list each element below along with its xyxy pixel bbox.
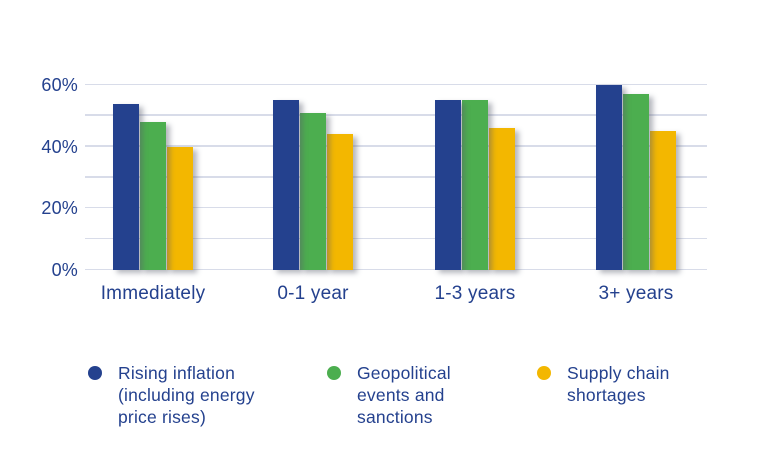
bar-group xyxy=(596,85,677,270)
legend-item: Geopolitical events and sanctions xyxy=(327,362,451,428)
y-tick-label: 40% xyxy=(41,136,78,157)
legend-label: Rising inflation (including energy price… xyxy=(118,363,255,427)
y-tick-label: 20% xyxy=(41,198,78,219)
bar-group xyxy=(113,85,194,270)
bar-group xyxy=(435,85,516,270)
bar-supply-chain xyxy=(327,134,353,270)
gridline xyxy=(85,114,707,116)
x-tick-label: 3+ years xyxy=(598,283,674,304)
x-tick-label: 0-1 year xyxy=(277,283,349,304)
gridline xyxy=(85,83,707,85)
y-tick-label: 60% xyxy=(41,75,78,95)
legend-label: Geopolitical events and sanctions xyxy=(357,363,451,427)
gridline xyxy=(85,176,707,178)
legend-item: Supply chain shortages xyxy=(537,362,670,406)
bar-geopolitical-events xyxy=(462,100,488,270)
gridline xyxy=(85,268,707,270)
bar-supply-chain xyxy=(167,146,193,270)
x-tick-label: 1-3 years xyxy=(434,283,516,304)
plot-area xyxy=(85,83,707,270)
bar-geopolitical-events xyxy=(623,94,649,270)
y-tick-label: 0% xyxy=(51,260,78,280)
legend-item: Rising inflation (including energy price… xyxy=(88,362,255,428)
bar-supply-chain xyxy=(489,128,515,270)
legend-marker xyxy=(327,366,341,380)
bar-rising-inflation xyxy=(273,100,299,270)
y-axis: 0% 20% 40% 60% xyxy=(0,76,78,279)
bar-rising-inflation xyxy=(596,85,622,270)
bar-rising-inflation xyxy=(435,100,461,270)
legend-marker xyxy=(88,366,102,380)
gridline xyxy=(85,237,707,240)
bar-group xyxy=(273,85,354,270)
gridline xyxy=(85,145,707,147)
bar-supply-chain xyxy=(650,131,676,270)
legend-marker xyxy=(537,366,551,380)
bar-rising-inflation xyxy=(113,103,139,270)
bar-geopolitical-events xyxy=(300,112,326,270)
gridline xyxy=(85,206,707,209)
x-tick-label: Immediately xyxy=(100,283,206,304)
legend-label: Supply chain shortages xyxy=(567,363,670,405)
bar-geopolitical-events xyxy=(140,122,166,270)
